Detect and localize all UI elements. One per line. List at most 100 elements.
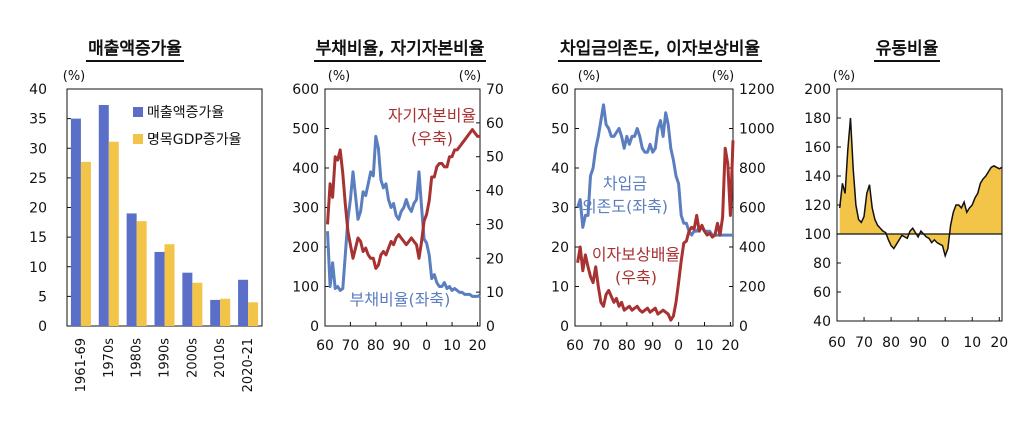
chart-title: 차입금의존도, 이자보상비율	[530, 34, 790, 62]
x-tick-label: 1961-69	[74, 338, 89, 392]
x-tick-label: 90	[392, 338, 410, 354]
bar	[70, 118, 81, 326]
x-tick-label: 80	[367, 338, 385, 354]
y-right-tick-label: 400	[739, 240, 766, 256]
x-tick-label: 10	[963, 335, 981, 351]
borrowing-interest-plot: (%) (%)0102030405060020040060080010001200…	[551, 69, 775, 354]
legend-label: 명목GDP증가율	[147, 132, 242, 148]
x-tick-label: 0	[422, 338, 431, 354]
y-tick-label: 120	[804, 198, 831, 214]
y-tick-label: 0	[38, 319, 47, 335]
y-tick-label: 10	[29, 260, 47, 276]
x-tick-label: 2020-21	[241, 338, 256, 392]
x-tick-label: 10	[443, 338, 461, 354]
y-left-unit-label: (%)	[578, 69, 601, 84]
y-tick-label: 60	[813, 285, 831, 301]
y-right-tick-label: 1200	[739, 82, 775, 98]
x-tick-label: 20	[721, 338, 739, 354]
bar	[98, 104, 109, 326]
debt-equity-chart: 부채비율, 자기자본비율 (%) (%) 0 100 200 300 400 500 600 0 1…	[270, 0, 530, 429]
y-left-tick-label: 20	[551, 240, 569, 256]
y-right-tick-label: 0	[739, 319, 748, 335]
y-right-tick-label: 40	[486, 184, 504, 200]
y-left-tick-label: 200	[292, 240, 319, 256]
series-line	[576, 140, 735, 322]
chart-title: 부채비율, 자기자본비율	[270, 34, 530, 62]
y-left-tick-label: 100	[292, 280, 319, 296]
y-left-tick-label: 300	[292, 201, 319, 217]
y-tick-label: 20	[29, 201, 47, 217]
bar	[108, 141, 119, 326]
bar	[238, 279, 249, 326]
y-tick-label: 5	[38, 289, 47, 305]
bar	[182, 272, 193, 326]
y-tick-label: 30	[29, 141, 47, 157]
y-tick-label: 80	[813, 256, 831, 272]
y-tick-label: 140	[804, 169, 831, 185]
x-tick-label: 2010s	[213, 338, 228, 378]
y-tick-label: 15	[29, 230, 47, 246]
y-left-tick-label: 60	[551, 82, 569, 98]
legend-swatch	[133, 134, 143, 144]
x-tick-label: 1990s	[158, 338, 173, 378]
x-tick-label: 70	[855, 335, 873, 351]
bar	[154, 251, 165, 326]
y-left-tick-label: 30	[551, 201, 569, 217]
y-left-tick-label: 50	[551, 122, 569, 138]
y-left-tick-label: 600	[292, 82, 319, 98]
x-tick-label: 80	[882, 335, 900, 351]
x-tick-label: 60	[828, 335, 846, 351]
legend-label: 매출액증가율	[147, 105, 224, 121]
sales-growth-plot: (%) 0 5 10 15 20 25 30 35 40 1961-69 1970s 1980s 1990…	[29, 69, 263, 392]
x-tick-label: 90	[909, 335, 927, 351]
y-right-tick-label: 1000	[739, 122, 775, 138]
x-tick-label: 60	[566, 338, 584, 354]
y-left-tick-label: 400	[292, 161, 319, 177]
y-right-tick-label: 0	[486, 319, 495, 335]
series-line	[326, 128, 480, 270]
series-line	[576, 103, 733, 237]
y-right-tick-label: 10	[486, 285, 504, 301]
y-tick-label: 160	[804, 140, 831, 156]
series-label: 부채비율(좌축)	[350, 290, 451, 309]
legend-swatch	[133, 107, 143, 117]
x-tick-label: 90	[644, 338, 662, 354]
y-left-tick-label: 40	[551, 161, 569, 177]
x-tick-label: 1970s	[102, 338, 117, 378]
series-label: 차입금	[603, 174, 647, 193]
bar	[126, 213, 137, 326]
y-right-unit-label: (%)	[459, 69, 482, 84]
bar	[210, 299, 221, 326]
x-tick-label: 80	[618, 338, 636, 354]
bar	[164, 244, 175, 326]
y-tick-label: 25	[29, 171, 47, 187]
x-tick-label: 20	[990, 335, 1008, 351]
current-ratio-chart: 유동비율 (%) 40 60 80 100 120 140 160 180 200 60 70 80 90…	[790, 0, 1024, 429]
y-tick-label: 200	[804, 82, 831, 98]
y-right-tick-label: 600	[739, 201, 766, 217]
y-tick-label: 35	[29, 112, 47, 128]
y-right-unit-label: (%)	[712, 69, 735, 84]
y-right-tick-label: 60	[486, 116, 504, 132]
y-tick-label: 180	[804, 111, 831, 127]
y-tick-label: 40	[813, 314, 831, 330]
series-line	[838, 117, 1003, 259]
y-right-tick-label: 70	[486, 82, 504, 98]
y-right-tick-label: 30	[486, 217, 504, 233]
y-left-tick-label: 500	[292, 122, 319, 138]
bar	[248, 302, 259, 326]
x-tick-label: 70	[592, 338, 610, 354]
series-label: 자기자본비율	[388, 106, 476, 125]
y-right-tick-label: 50	[486, 150, 504, 166]
y-unit-label: (%)	[833, 69, 856, 84]
x-tick-label: 70	[341, 338, 359, 354]
series-line	[326, 134, 481, 298]
chart-title: 유동비율	[790, 34, 1024, 62]
y-left-tick-label: 0	[560, 319, 569, 335]
y-tick-label: 40	[29, 82, 47, 98]
x-tick-label: 20	[469, 338, 487, 354]
x-tick-label: 0	[941, 335, 950, 351]
x-tick-label: 2000s	[185, 338, 200, 378]
y-left-tick-label: 0	[310, 319, 319, 335]
area-fill	[839, 118, 1002, 256]
